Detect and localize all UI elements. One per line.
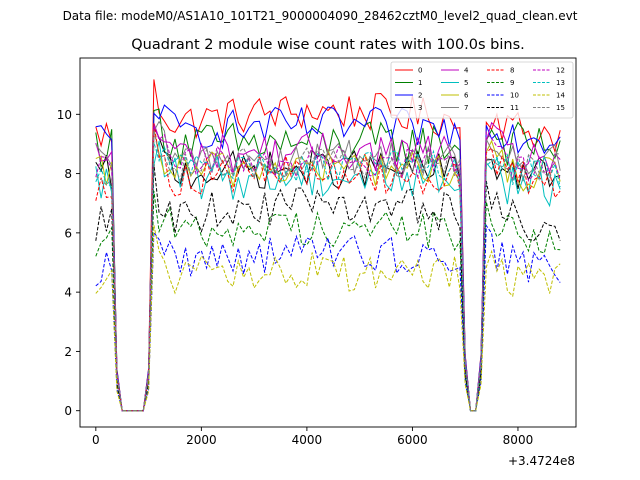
x-tick-label: 6000: [397, 433, 428, 447]
legend-label-11: 11: [510, 104, 519, 112]
legend-label-6: 6: [464, 92, 469, 100]
y-tick-label: 8: [64, 167, 72, 181]
y-tick-label: 0: [64, 404, 72, 418]
x-tick-label: 4000: [292, 433, 323, 447]
y-tick-label: 2: [64, 345, 72, 359]
legend-label-4: 4: [464, 67, 469, 75]
series-line-14: [95, 225, 561, 412]
series-line-8: [95, 123, 561, 412]
series-line-3: [95, 126, 561, 412]
series-line-0: [95, 79, 561, 412]
series-line-11: [95, 164, 561, 412]
x-tick-label: 2000: [186, 433, 217, 447]
legend-label-3: 3: [418, 104, 422, 112]
legend-label-9: 9: [510, 79, 514, 87]
y-tick-label: 6: [64, 226, 72, 240]
legend-label-12: 12: [556, 67, 565, 75]
legend-label-14: 14: [556, 92, 565, 100]
legend-label-0: 0: [418, 67, 422, 75]
legend-label-2: 2: [418, 92, 422, 100]
plot-area: [95, 79, 561, 412]
legend-label-13: 13: [556, 79, 565, 87]
chart-title: Quadrant 2 module wise count rates with …: [131, 37, 525, 53]
plot-frame: [79, 57, 577, 428]
legend-label-7: 7: [464, 104, 468, 112]
y-tick-label: 10: [57, 108, 72, 122]
y-tick-label: 4: [64, 286, 72, 300]
legend-label-15: 15: [556, 104, 565, 112]
series-line-4: [95, 121, 561, 412]
chart-suptitle: Data file: modeM0/AS1A10_101T21_90000040…: [63, 9, 578, 23]
legend-box: [390, 61, 574, 119]
legend-label-5: 5: [464, 79, 468, 87]
series-line-13: [95, 142, 561, 412]
series-line-10: [95, 224, 561, 412]
series-line-6: [95, 128, 561, 412]
legend-label-10: 10: [510, 92, 519, 100]
series-line-5: [95, 140, 561, 412]
series-line-15: [95, 130, 561, 412]
x-offset-label: +3.4724e8: [508, 454, 575, 468]
legend-label-8: 8: [510, 67, 514, 75]
legend-label-1: 1: [418, 79, 422, 87]
series-line-9: [95, 190, 561, 412]
x-tick-label: 0: [92, 433, 100, 447]
x-tick-label: 8000: [503, 433, 534, 447]
